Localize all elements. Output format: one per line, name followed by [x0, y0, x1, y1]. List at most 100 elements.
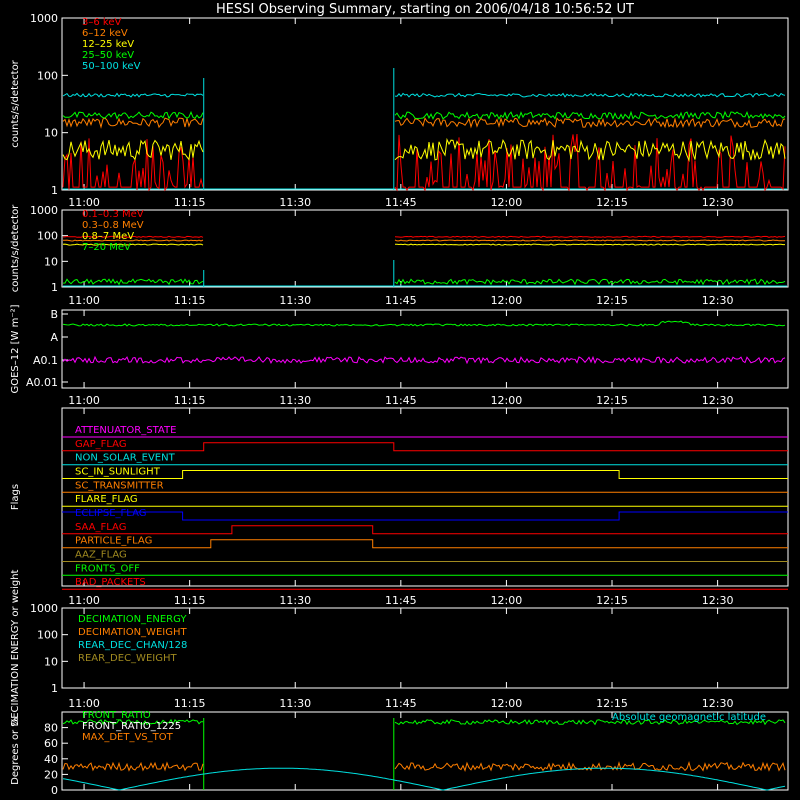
- y-tick-label: 40: [44, 753, 58, 766]
- x-tick-label: 11:00: [68, 594, 100, 607]
- y-axis-label: DECIMATION ENERGY or weight: [10, 569, 21, 726]
- panel-frame: [61, 209, 789, 288]
- y-axis-label: counts/s/detector: [10, 59, 21, 147]
- series-line: [62, 110, 786, 121]
- y-tick-label: 1: [51, 281, 58, 294]
- x-tick-label: 11:45: [385, 294, 417, 307]
- chart-title: HESSI Observing Summary, starting on 200…: [216, 2, 634, 17]
- x-tick-label: 12:30: [702, 196, 734, 209]
- legend-label: FRONT_RATIO: [82, 710, 151, 721]
- legend-label: REAR_DEC_CHAN/128: [78, 640, 187, 651]
- y-axis-label: GOES–12 [W m⁻²]: [10, 304, 21, 393]
- x-tick-label: 11:15: [174, 394, 206, 407]
- flag-label: ATTENUATOR_STATE: [75, 425, 176, 436]
- y-tick-label: 1000: [30, 12, 58, 25]
- panel-frame: [61, 17, 789, 191]
- panel-frame: [61, 607, 789, 689]
- flag-label: FLARE_FLAG: [75, 494, 138, 505]
- y-tick-label: 10: [44, 255, 58, 268]
- x-tick-label: 11:45: [385, 196, 417, 209]
- flag-line: [62, 511, 788, 521]
- x-tick-label: 11:45: [385, 394, 417, 407]
- legend-label: 3–6 keV: [82, 17, 121, 28]
- x-tick-label: 11:15: [174, 294, 206, 307]
- x-tick-label: 11:00: [68, 697, 100, 710]
- x-tick-label: 12:30: [702, 697, 734, 710]
- legend-label: 50–100 keV: [82, 61, 141, 72]
- x-tick-label: 12:00: [491, 394, 523, 407]
- x-tick-label: 11:15: [174, 196, 206, 209]
- y-tick-label: 60: [44, 737, 58, 750]
- panel-panel-gamma: [61, 209, 789, 288]
- legend-label: DECIMATION_WEIGHT: [78, 627, 187, 638]
- legend-label: DECIMATION_ENERGY: [78, 614, 187, 625]
- x-tick-label: 12:15: [596, 294, 628, 307]
- panel-frame: [61, 407, 789, 587]
- series-line: [63, 239, 786, 242]
- series-line: [62, 278, 786, 286]
- x-tick-label: 11:00: [68, 196, 100, 209]
- y-tick-label: 1000: [30, 602, 58, 615]
- flag-line: [62, 470, 788, 479]
- x-tick-label: 11:15: [174, 697, 206, 710]
- y-tick-label: 100: [37, 69, 58, 82]
- x-tick-label: 11:45: [385, 697, 417, 710]
- y-tick-label: 0: [51, 784, 58, 797]
- x-tick-label: 11:45: [385, 594, 417, 607]
- flag-label: PARTICLE_FLAG: [75, 536, 152, 547]
- flag-label: NON_SOLAR_EVENT: [75, 453, 176, 464]
- x-tick-label: 11:30: [279, 697, 311, 710]
- x-tick-label: 12:15: [596, 594, 628, 607]
- y-tick-label: A0.1: [33, 354, 58, 367]
- series-line: [62, 116, 786, 129]
- goes-long-line: [62, 320, 786, 327]
- x-tick-label: 11:15: [174, 594, 206, 607]
- panel-panel-decimation: [61, 607, 789, 689]
- flag-label: ECLIPSE_FLAG: [75, 508, 146, 519]
- y-tick-label: B: [50, 308, 58, 321]
- series-line: [62, 92, 786, 98]
- flag-label: FRONTS_OFF: [75, 563, 140, 574]
- legend-label: 0.8–7 MeV: [82, 231, 134, 242]
- legend-label: Absolute geomagnetic latitude: [612, 712, 766, 723]
- x-tick-label: 12:15: [596, 196, 628, 209]
- legend-label: 0.3–0.8 MeV: [82, 220, 144, 231]
- y-tick-label: 10: [44, 655, 58, 668]
- panel-panel-flags: [61, 407, 789, 590]
- legend-label: 6–12 keV: [82, 28, 128, 39]
- panel-panel-goes: [61, 309, 789, 389]
- flag-label: SAA_FLAG: [75, 522, 126, 533]
- x-tick-label: 11:30: [279, 594, 311, 607]
- legend-label: 25–50 keV: [82, 50, 134, 61]
- legend-label: 7–20 MeV: [82, 242, 131, 253]
- series-line: [62, 235, 786, 238]
- x-tick-label: 12:15: [596, 697, 628, 710]
- y-tick-label: 1: [51, 682, 58, 695]
- geomag-latitude-line: [62, 767, 786, 791]
- y-tick-label: 1000: [30, 204, 58, 217]
- y-tick-label: A0.01: [26, 376, 58, 389]
- y-tick-label: 100: [37, 230, 58, 243]
- x-tick-label: 11:30: [279, 294, 311, 307]
- y-tick-label: 1: [51, 184, 58, 197]
- series-line: [62, 133, 786, 192]
- y-tick-label: 100: [37, 629, 58, 642]
- y-tick-label: A: [50, 331, 58, 344]
- x-tick-label: 11:30: [279, 196, 311, 209]
- panel-frame: [61, 711, 789, 791]
- x-tick-label: 12:30: [702, 594, 734, 607]
- x-tick-label: 12:00: [491, 294, 523, 307]
- flag-label: SC_TRANSMITTER: [75, 480, 164, 491]
- x-tick-label: 12:30: [702, 394, 734, 407]
- flag-label: BAD_PACKETS: [75, 577, 146, 588]
- legend-label: REAR_DEC_WEIGHT: [78, 653, 177, 664]
- flag-line: [62, 539, 788, 549]
- flag-label: GAP_FLAG: [75, 439, 127, 450]
- x-tick-label: 11:30: [279, 394, 311, 407]
- series-line: [62, 137, 786, 163]
- x-tick-label: 12:00: [491, 697, 523, 710]
- y-tick-label: 10: [44, 127, 58, 140]
- panel-frame: [61, 309, 789, 389]
- max-det-line: [62, 761, 786, 773]
